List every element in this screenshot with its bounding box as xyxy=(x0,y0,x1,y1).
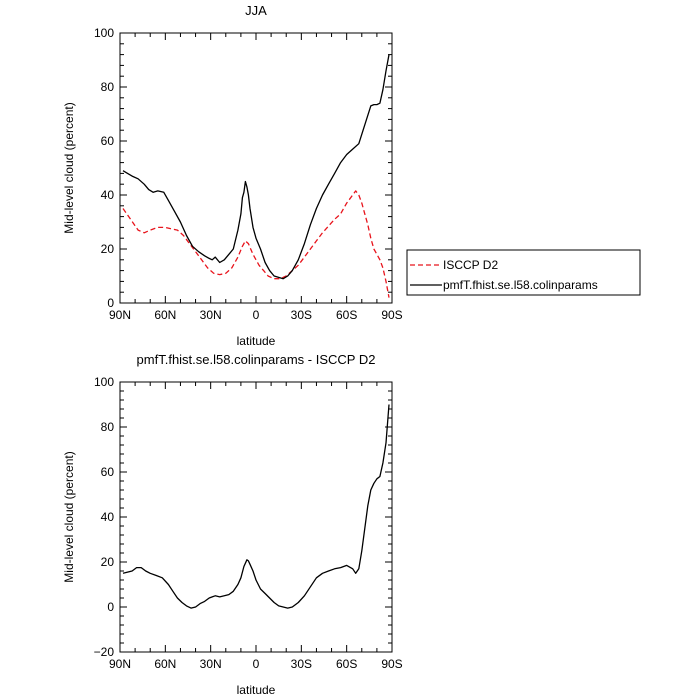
x-tick-label: 90N xyxy=(109,308,131,322)
series-line-isccp xyxy=(122,190,390,298)
x-tick-label: 60S xyxy=(336,657,357,671)
x-axis-label: latitude xyxy=(237,334,276,348)
legend-label-isccp: ISCCP D2 xyxy=(443,258,498,272)
y-tick-label: 100 xyxy=(94,375,114,389)
y-tick-label: 40 xyxy=(101,510,115,524)
y-tick-label: 60 xyxy=(101,134,115,148)
y-tick-label: 80 xyxy=(101,420,115,434)
series-line-model xyxy=(122,54,390,280)
x-tick-label: 90S xyxy=(381,657,402,671)
plot-frame xyxy=(119,32,393,304)
y-tick-label: 20 xyxy=(101,242,115,256)
y-axis: −20 0 20 40 60 80 100 xyxy=(94,375,392,659)
panel-top: JJA 0 20 40 60 80 100 90N 60N 30N 0 30S 60S 90S lat… xyxy=(62,3,641,348)
x-tick-label: 60S xyxy=(336,308,357,322)
y-tick-label: 60 xyxy=(101,465,115,479)
legend: ISCCP D2 pmfT.fhist.se.l58.colinparams xyxy=(406,249,641,296)
chart-title: pmfT.fhist.se.l58.colinparams - ISCCP D2 xyxy=(137,352,376,367)
x-axis-label: latitude xyxy=(237,683,276,697)
legend-label-model: pmfT.fhist.se.l58.colinparams xyxy=(443,278,598,292)
y-axis-label: Mid-level cloud (percent) xyxy=(62,102,76,233)
x-tick-label: 90N xyxy=(109,657,131,671)
plot-frame xyxy=(119,381,393,653)
y-tick-label: 40 xyxy=(101,188,115,202)
y-axis-label: Mid-level cloud (percent) xyxy=(62,451,76,582)
y-tick-label: 80 xyxy=(101,80,115,94)
y-axis: 0 20 40 60 80 100 xyxy=(94,26,392,310)
x-tick-label: 30S xyxy=(291,657,312,671)
x-tick-label: 60N xyxy=(154,308,176,322)
x-axis: 90N 60N 30N 0 30S 60S 90S xyxy=(109,382,403,671)
y-tick-label: 20 xyxy=(101,555,115,569)
y-tick-label: 0 xyxy=(107,600,114,614)
series-line-difference xyxy=(122,404,390,609)
x-axis: 90N 60N 30N 0 30S 60S 90S xyxy=(109,33,403,322)
x-tick-label: 90S xyxy=(381,308,402,322)
y-tick-label: 100 xyxy=(94,26,114,40)
x-tick-label: 30N xyxy=(200,657,222,671)
x-tick-label: 0 xyxy=(253,308,260,322)
chart-title: JJA xyxy=(245,3,267,18)
x-tick-label: 60N xyxy=(154,657,176,671)
y-tick-label: −20 xyxy=(94,645,115,659)
series-layer xyxy=(122,54,390,298)
x-tick-label: 0 xyxy=(253,657,260,671)
series-layer xyxy=(122,404,390,609)
x-tick-label: 30S xyxy=(291,308,312,322)
y-tick-label: 0 xyxy=(107,296,114,310)
panel-bottom: pmfT.fhist.se.l58.colinparams - ISCCP D2… xyxy=(62,352,403,697)
x-tick-label: 30N xyxy=(200,308,222,322)
legend-box xyxy=(406,249,641,296)
